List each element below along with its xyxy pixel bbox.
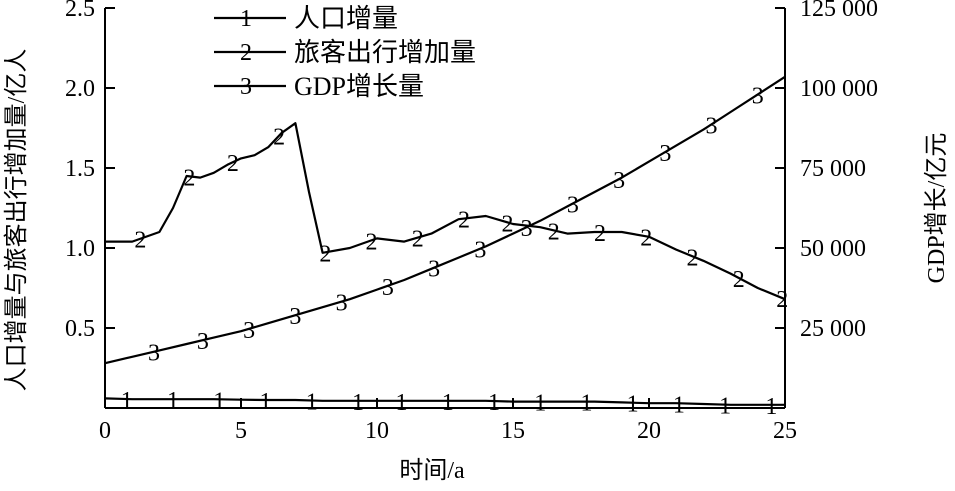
series-2-marker: 2: [733, 267, 745, 293]
series-1-marker: 1: [352, 390, 364, 416]
legend-marker-1: 1: [240, 6, 252, 32]
y-left-tick-label: 2.5: [65, 0, 95, 22]
series-1-marker: 1: [534, 391, 546, 417]
series-3-marker: 3: [567, 193, 579, 219]
series-3-marker: 3: [336, 291, 348, 317]
x-tick-label: 10: [365, 418, 389, 444]
y-left-tick-label: 1.5: [65, 156, 95, 182]
y-right-tick-label: 25 000: [800, 316, 866, 342]
series-1-marker: 1: [306, 389, 318, 415]
series-3-marker: 3: [243, 318, 255, 344]
x-tick-label: 15: [501, 418, 525, 444]
legend-label-3: GDP增长量: [294, 72, 424, 101]
series-2-marker: 2: [227, 151, 239, 177]
series-1-marker: 1: [673, 392, 685, 418]
series-3-marker: 3: [148, 341, 160, 367]
y-axis-right-label: GDP增长/亿元: [923, 133, 950, 284]
x-tick-label: 25: [773, 418, 797, 444]
series-2-marker: 2: [502, 211, 514, 237]
y-left-tick-label: 1.0: [65, 236, 95, 262]
series-3-marker: 3: [428, 257, 440, 283]
series-3-marker: 3: [289, 304, 301, 330]
series-2-marker: 2: [412, 227, 424, 253]
legend: 1 人口增量 2 旅客出行增加量 3 GDP增长量: [214, 4, 476, 101]
series-2-marker: 2: [134, 228, 146, 254]
series-3-marker: 3: [474, 238, 486, 264]
legend-marker-2: 2: [240, 40, 252, 66]
series-1-marker: 1: [259, 389, 271, 415]
y-right-tick-label: 50 000: [800, 236, 866, 262]
series-2-marker: 2: [548, 219, 560, 245]
series-2-marker: 2: [594, 221, 606, 247]
y-axis-left-label: 人口增量与旅客出行增加量/亿人: [3, 49, 30, 392]
series-2-marker: 2: [183, 165, 195, 191]
y-right-tick-label: 100 000: [800, 76, 878, 102]
axes: 0 5 10 15 20 25 0.5 1.0 1.5 2.0 2.5 25 000 50 000 75 …: [65, 0, 878, 444]
series-1-marker: 1: [442, 390, 454, 416]
series-2-marker: 2: [366, 229, 378, 255]
series-2-marker: 2: [687, 245, 699, 271]
series-2-marker: 2: [458, 208, 470, 234]
series-1-marker: 1: [719, 394, 731, 420]
series-1-marker: 1: [627, 392, 639, 418]
series-2-marker: 2: [319, 241, 331, 267]
x-tick-label: 20: [637, 418, 661, 444]
series-1-marker: 1: [580, 391, 592, 417]
series-1-marker: 1: [121, 388, 133, 414]
series-2-marker: 2: [273, 125, 285, 151]
y-right-tick-label: 75 000: [800, 156, 866, 182]
series-1-marker: 1: [213, 388, 225, 414]
series-3-marker: 3: [659, 141, 671, 167]
y-left-tick-label: 2.0: [65, 76, 95, 102]
series-3-marker: 3: [521, 216, 533, 242]
series-3-marker: 3: [197, 329, 209, 355]
series-3-marker: 3: [752, 83, 764, 109]
series-1-marker: 1: [395, 390, 407, 416]
y-left-tick-label: 0.5: [65, 316, 95, 342]
series-1-marker: 1: [488, 390, 500, 416]
x-tick-label: 0: [99, 418, 111, 444]
x-axis-label: 时间/a: [399, 457, 465, 484]
series-2-marker: 2: [640, 225, 652, 251]
x-tick-label: 5: [235, 418, 247, 444]
series-1-marker: 1: [765, 394, 777, 420]
series-1-marker: 1: [167, 388, 179, 414]
legend-marker-3: 3: [240, 74, 252, 100]
series-3-marker: 3: [706, 113, 718, 139]
series-3-marker: 3: [613, 168, 625, 194]
series-3-marker: 3: [382, 275, 394, 301]
series-line-1: [104, 397, 785, 406]
legend-label-2: 旅客出行增加量: [294, 38, 476, 67]
legend-label-1: 人口增量: [294, 4, 398, 33]
series-lines: [104, 75, 786, 406]
series-line-2: [105, 122, 786, 301]
series-2-marker: 2: [776, 287, 788, 313]
y-right-tick-label: 125 000: [800, 0, 878, 22]
series-line-3: [104, 75, 786, 365]
